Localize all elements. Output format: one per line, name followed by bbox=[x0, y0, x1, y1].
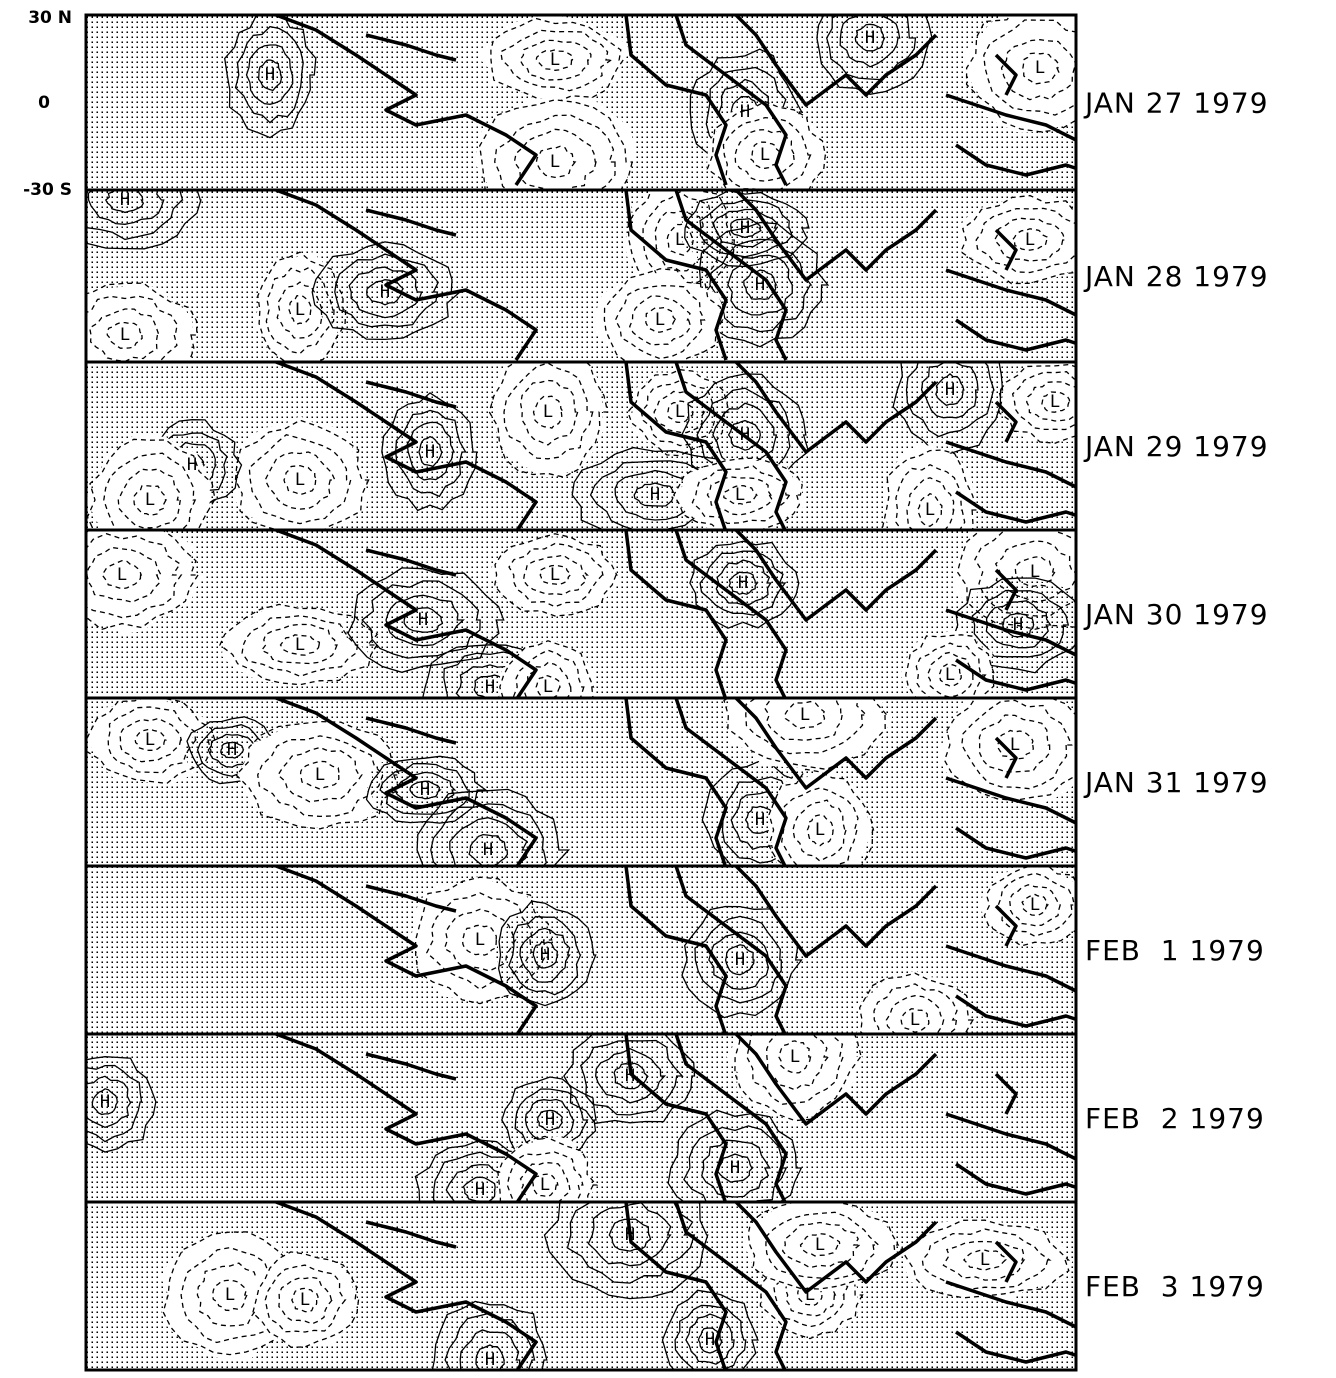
pressure-label: H bbox=[730, 1158, 740, 1178]
date-label: JAN 31 1979 bbox=[1083, 766, 1269, 799]
date-label: JAN 29 1979 bbox=[1083, 430, 1269, 463]
date-label: FEB 3 1979 bbox=[1085, 1270, 1265, 1303]
pressure-label: L bbox=[145, 490, 155, 510]
pressure-label: L bbox=[543, 677, 553, 697]
pressure-label: L bbox=[225, 1285, 235, 1305]
date-label: FEB 2 1979 bbox=[1085, 1102, 1265, 1135]
pressure-label: L bbox=[475, 930, 485, 950]
date-label: FEB 1 1979 bbox=[1085, 934, 1265, 967]
latitude-label: -30 S bbox=[23, 180, 72, 200]
date-label: JAN 28 1979 bbox=[1083, 260, 1269, 293]
pressure-label: L bbox=[550, 565, 560, 585]
date-label: JAN 27 1979 bbox=[1083, 87, 1269, 120]
pressure-label: L bbox=[655, 310, 665, 330]
pressure-label: H bbox=[187, 455, 197, 475]
pressure-label: L bbox=[910, 1010, 920, 1030]
pressure-label: L bbox=[760, 145, 770, 165]
pressure-label: L bbox=[295, 300, 305, 320]
pressure-label: H bbox=[705, 1330, 715, 1350]
latitude-label: 0 bbox=[38, 93, 50, 113]
pressure-label: L bbox=[550, 152, 560, 172]
pressure-label: H bbox=[475, 1180, 485, 1200]
pressure-label: L bbox=[925, 500, 935, 520]
pressure-label: L bbox=[550, 50, 560, 70]
pressure-label: H bbox=[625, 1066, 635, 1086]
pressure-label: H bbox=[100, 1092, 110, 1112]
pressure-label: L bbox=[815, 820, 825, 840]
pressure-label: H bbox=[120, 190, 130, 210]
pressure-label: L bbox=[1010, 735, 1020, 755]
pressure-label: H bbox=[945, 380, 955, 400]
pressure-label: L bbox=[295, 470, 305, 490]
pressure-label: H bbox=[865, 28, 875, 48]
latitude-label: 30 N bbox=[28, 8, 72, 28]
pressure-label: L bbox=[120, 325, 130, 345]
pressure-label: L bbox=[815, 1235, 825, 1255]
pressure-label: H bbox=[755, 275, 765, 295]
figure: 30 N 0 -30 S H L H L L L H JAN 27 1979 H L H L L H H L L… bbox=[0, 0, 1336, 1374]
pressure-label: L bbox=[675, 230, 685, 250]
pressure-label: H bbox=[755, 810, 765, 830]
pressure-label: L bbox=[980, 1250, 990, 1270]
pressure-label: L bbox=[735, 485, 745, 505]
pressure-label: L bbox=[145, 730, 155, 750]
pressure-label: H bbox=[545, 1110, 555, 1130]
pressure-label: L bbox=[543, 402, 553, 422]
pressure-label: H bbox=[265, 65, 275, 85]
pressure-label: H bbox=[485, 677, 495, 697]
pressure-label: H bbox=[420, 780, 430, 800]
pressure-label: L bbox=[790, 1047, 800, 1067]
pressure-label: L bbox=[1025, 230, 1035, 250]
pressure-label: H bbox=[418, 610, 428, 630]
pressure-label: H bbox=[380, 282, 390, 302]
pressure-label: H bbox=[1013, 615, 1023, 635]
pressure-label: H bbox=[735, 950, 745, 970]
pressure-label: L bbox=[805, 1285, 815, 1305]
pressure-label: L bbox=[117, 565, 127, 585]
pressure-label: L bbox=[315, 765, 325, 785]
pressure-label: H bbox=[625, 1225, 635, 1245]
date-label: JAN 30 1979 bbox=[1083, 598, 1269, 631]
stipple bbox=[86, 190, 1076, 362]
pressure-label: L bbox=[945, 665, 955, 685]
pressure-label: H bbox=[740, 102, 750, 122]
pressure-label: L bbox=[800, 705, 810, 725]
pressure-label: L bbox=[1030, 562, 1040, 582]
pressure-label: L bbox=[295, 635, 305, 655]
pressure-label: L bbox=[1030, 895, 1040, 915]
pressure-label: H bbox=[540, 945, 550, 965]
pressure-label: H bbox=[740, 218, 750, 238]
pressure-label: L bbox=[1050, 392, 1060, 412]
pressure-label: L bbox=[675, 402, 685, 422]
pressure-label: H bbox=[485, 1350, 495, 1370]
pressure-label: H bbox=[425, 442, 435, 462]
pressure-label: L bbox=[1035, 58, 1045, 78]
pressure-label: H bbox=[227, 740, 237, 760]
pressure-label: H bbox=[483, 840, 493, 860]
pressure-label: H bbox=[650, 485, 660, 505]
pressure-label: H bbox=[740, 425, 750, 445]
pressure-label: L bbox=[300, 1290, 310, 1310]
pressure-label: H bbox=[738, 573, 748, 593]
pressure-label: L bbox=[540, 1175, 550, 1195]
